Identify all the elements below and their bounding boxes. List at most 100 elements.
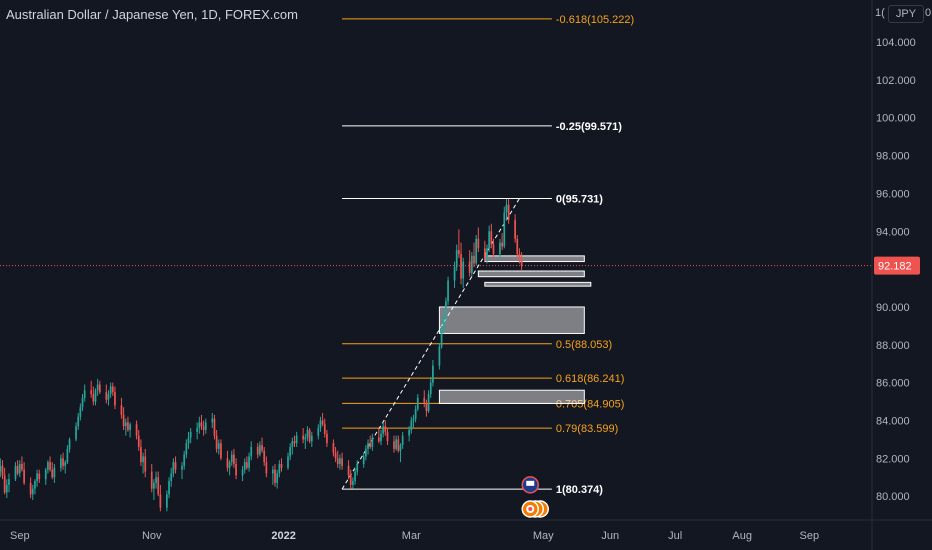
candle-body — [393, 441, 395, 449]
candle-body — [235, 464, 237, 476]
candle-body — [153, 482, 155, 489]
candle-body — [475, 238, 478, 264]
candle-body — [246, 462, 248, 468]
candle-body — [440, 329, 443, 347]
x-tick-label: Sep — [10, 530, 30, 542]
candle-body — [518, 253, 521, 258]
x-tick-label: Jun — [601, 530, 619, 542]
candle-body — [81, 397, 84, 408]
candle-body — [507, 204, 510, 220]
candle-body — [1, 465, 4, 476]
candle-body — [352, 481, 354, 485]
candle-body — [233, 454, 235, 465]
candle-body — [181, 465, 183, 470]
candle-body — [79, 407, 82, 417]
zone-box — [438, 389, 585, 404]
candle-body — [304, 437, 307, 440]
candle-body — [473, 255, 475, 264]
candle-body — [196, 428, 199, 432]
candle-body — [382, 426, 385, 434]
candle-body — [124, 422, 127, 427]
candle-body — [336, 458, 339, 465]
candle-body — [220, 443, 222, 459]
candle-body — [168, 481, 170, 495]
candle-body — [453, 267, 456, 281]
candle-body — [503, 212, 506, 247]
candle-body — [241, 469, 244, 476]
candle-body — [458, 250, 460, 254]
x-tick-label: Mar — [402, 530, 421, 542]
candle-body — [122, 414, 125, 427]
candle-body — [280, 464, 283, 468]
candle-body — [248, 456, 250, 468]
candle-body — [44, 469, 47, 480]
candle-body — [49, 462, 51, 470]
candle-body — [354, 471, 356, 482]
candle-body — [332, 443, 335, 453]
y-tick-label: 94.000 — [876, 226, 910, 238]
candle-body — [0, 465, 2, 472]
currency-button[interactable]: JPY — [888, 5, 924, 23]
candle-body — [60, 458, 62, 468]
candle-body — [16, 465, 19, 474]
event-marker-dot-icon — [528, 507, 533, 511]
candle-body — [349, 475, 352, 485]
candle-body — [470, 255, 473, 273]
candle-body — [380, 433, 382, 442]
y-tick-label: 98.000 — [876, 151, 910, 163]
candle-body — [520, 257, 523, 266]
candle-body — [462, 261, 465, 279]
zone-box — [477, 270, 585, 278]
candle-body — [243, 462, 246, 470]
candle-body — [135, 424, 138, 436]
candle-body — [183, 454, 186, 466]
candle-body — [109, 386, 112, 395]
au-flag-detail — [526, 480, 535, 486]
candle-body — [326, 433, 328, 444]
y-tick-label: 102.000 — [876, 75, 916, 87]
candle-body — [432, 365, 434, 383]
candle-body — [170, 473, 173, 482]
candle-body — [516, 238, 519, 254]
candle-body — [271, 469, 274, 474]
candle-body — [455, 250, 458, 268]
candle-body — [505, 204, 508, 213]
candle-body — [127, 422, 129, 430]
candle-body — [215, 435, 218, 449]
candle-body — [29, 482, 32, 495]
fib-level-label: -0.25(99.571) — [556, 121, 622, 133]
candle-body — [228, 462, 231, 468]
candle-body — [408, 429, 410, 436]
candle-body — [64, 462, 67, 466]
candle-body — [107, 394, 110, 400]
candle-body — [204, 422, 207, 430]
candle-body — [211, 418, 214, 423]
fib-level-label: 0(95.731) — [556, 194, 603, 206]
candle-body — [36, 473, 38, 482]
candle-body — [274, 469, 276, 483]
candle-body — [289, 446, 292, 457]
candle-body — [155, 477, 157, 483]
y-tick-label: 84.000 — [876, 415, 910, 427]
candle-body — [427, 394, 430, 412]
candle-body — [174, 462, 177, 470]
candle-body — [310, 435, 313, 442]
x-tick-label: Jul — [668, 530, 682, 542]
candle-body — [259, 445, 261, 455]
candle-body — [291, 441, 294, 447]
candle-body — [293, 441, 296, 444]
y-tick-label: 90.000 — [876, 302, 910, 314]
candle-body — [185, 443, 188, 455]
candle-body — [416, 397, 419, 410]
x-tick-label: Nov — [142, 530, 162, 542]
candle-body — [51, 469, 54, 478]
candle-body — [265, 462, 268, 474]
y-tick-label: 104.000 — [876, 37, 916, 49]
candle-body — [429, 382, 432, 395]
candle-body — [3, 475, 6, 493]
candle-body — [356, 464, 359, 472]
candle-body — [83, 390, 86, 398]
fib-level-label: 0.5(88.053) — [556, 339, 612, 351]
candle-body — [365, 448, 367, 457]
